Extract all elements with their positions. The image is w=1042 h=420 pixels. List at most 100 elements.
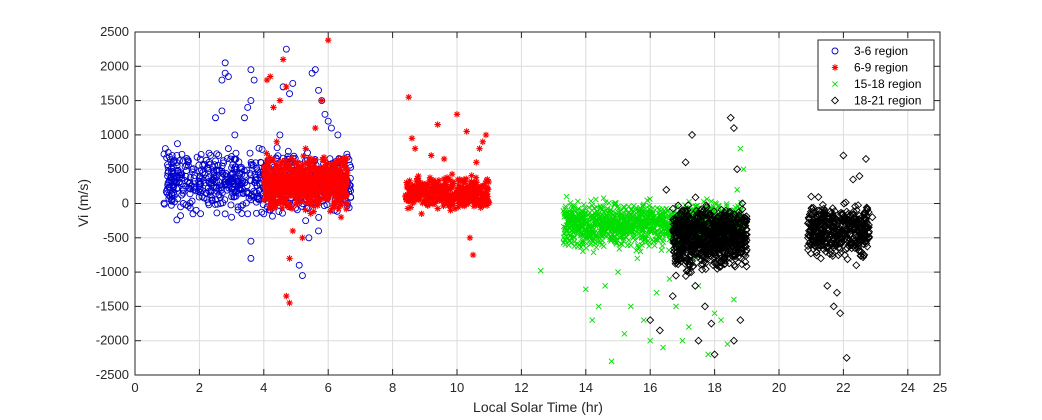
- data-point: [464, 200, 472, 207]
- data-point: [480, 197, 487, 205]
- x-tick-label: 6: [325, 380, 332, 395]
- data-point: [228, 213, 236, 221]
- data-point: [204, 163, 212, 171]
- y-tick-label: 0: [122, 196, 129, 211]
- data-point: [284, 147, 292, 155]
- data-point: [426, 177, 433, 185]
- data-point: [466, 234, 474, 241]
- data-point: [250, 193, 258, 201]
- data-point: [328, 179, 335, 187]
- data-point: [453, 111, 461, 118]
- data-point: [221, 210, 229, 218]
- data-point: [306, 174, 313, 181]
- data-point: [440, 175, 448, 183]
- data-point: [424, 181, 432, 188]
- data-point: [299, 234, 306, 241]
- data-point: [224, 73, 232, 81]
- data-point: [271, 179, 278, 187]
- data-point: [404, 205, 412, 212]
- data-point: [179, 187, 187, 195]
- data-point: [457, 190, 464, 197]
- data-point: [482, 180, 489, 187]
- data-point: [242, 199, 250, 207]
- data-point: [341, 173, 349, 180]
- data-point: [283, 83, 290, 91]
- data-point: [267, 202, 274, 209]
- data-point: [327, 208, 334, 215]
- data-point: [270, 155, 277, 163]
- data-point: [319, 156, 326, 163]
- data-point: [424, 202, 432, 209]
- data-point: [169, 167, 177, 175]
- data-point: [261, 184, 269, 191]
- data-point: [328, 205, 336, 212]
- data-point: [300, 181, 307, 188]
- data-point: [321, 110, 329, 118]
- data-point: [338, 194, 345, 202]
- data-point: [245, 189, 252, 197]
- data-point: [405, 93, 412, 101]
- data-point: [344, 179, 351, 187]
- data-point: [282, 200, 289, 208]
- data-point: [414, 196, 422, 203]
- data-point: [305, 234, 313, 242]
- x-tick-label: 2: [196, 380, 203, 395]
- data-point: [250, 76, 258, 84]
- data-point: [412, 194, 419, 201]
- data-point: [279, 204, 286, 212]
- x-tick-label: 10: [450, 380, 464, 395]
- data-point: [222, 180, 230, 188]
- data-point: [417, 192, 425, 199]
- data-point: [173, 216, 181, 224]
- data-point: [319, 175, 326, 182]
- data-point: [465, 188, 472, 195]
- data-point: [275, 174, 283, 182]
- data-point: [479, 194, 486, 201]
- data-point: [412, 184, 419, 191]
- data-point: [276, 178, 283, 185]
- data-point: [428, 188, 436, 195]
- data-point: [283, 292, 290, 300]
- data-point: [302, 159, 310, 167]
- data-point: [285, 172, 292, 180]
- data-point: [253, 166, 261, 174]
- data-point: [451, 205, 459, 213]
- data-point: [324, 117, 332, 125]
- data-point: [215, 178, 223, 185]
- data-point: [293, 206, 301, 214]
- data-point: [298, 176, 306, 184]
- data-point: [254, 195, 261, 203]
- data-point: [282, 196, 290, 203]
- data-point: [186, 199, 194, 207]
- data-point: [302, 186, 310, 193]
- data-point: [334, 178, 341, 186]
- data-point: [276, 193, 284, 200]
- data-point: [289, 79, 297, 87]
- data-point: [473, 179, 480, 186]
- data-point: [255, 144, 263, 152]
- data-point: [445, 192, 452, 199]
- data-point: [326, 176, 333, 183]
- data-point: [449, 178, 457, 186]
- data-point: [276, 97, 284, 104]
- data-points: [160, 37, 877, 365]
- data-point: [270, 190, 277, 197]
- data-point: [315, 86, 322, 94]
- data-point: [209, 167, 217, 175]
- data-point: [290, 168, 297, 175]
- data-point: [326, 167, 333, 174]
- x-tick-label: 12: [514, 380, 528, 395]
- data-point: [246, 149, 254, 157]
- data-point: [417, 181, 425, 188]
- data-point: [322, 179, 329, 186]
- data-point: [320, 191, 328, 199]
- data-point: [284, 181, 292, 188]
- data-point: [436, 197, 443, 204]
- data-point: [339, 180, 347, 187]
- data-point: [407, 204, 415, 211]
- data-point: [321, 157, 328, 164]
- data-point: [339, 176, 346, 183]
- data-point: [482, 131, 490, 139]
- y-axis-label: Vi (m/s): [75, 179, 91, 227]
